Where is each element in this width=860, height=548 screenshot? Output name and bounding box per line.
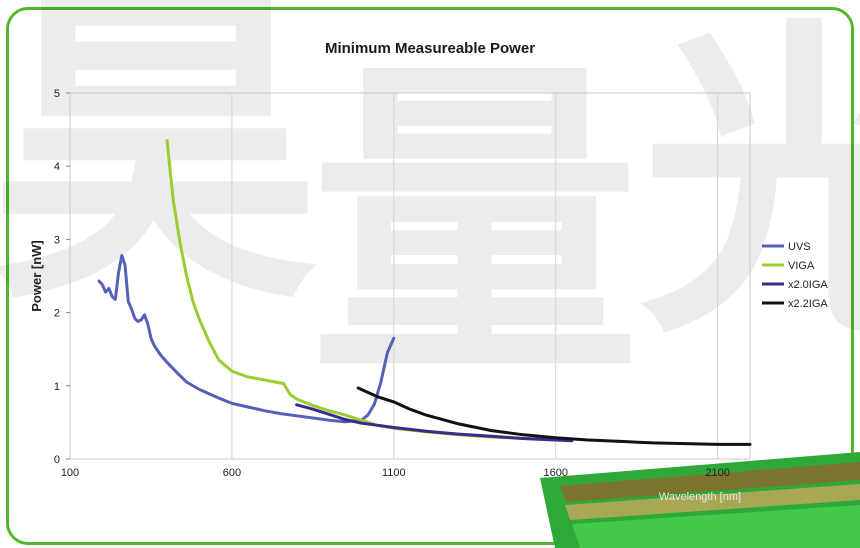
- series-line-x2-2iga: [356, 386, 752, 446]
- legend: UVS VIGA x2.0IGA x2.2IGA: [762, 241, 828, 310]
- y-tick-label: 1: [54, 381, 60, 393]
- watermark: 昊 量 光: [0, 0, 860, 418]
- x-tick-label: 100: [61, 467, 79, 479]
- legend-label: x2.0IGA: [788, 279, 828, 291]
- series-group: [97, 139, 752, 446]
- y-tick-label: 3: [54, 234, 60, 246]
- legend-label: x2.2IGA: [788, 298, 828, 310]
- chart-frame: [6, 7, 854, 545]
- x-tick-label: 1100: [382, 467, 406, 479]
- grid: [231, 93, 719, 459]
- series-line-uvs: [97, 254, 396, 424]
- axes: 100 600 1100 1600 2100 0 1 2 3 4 5: [54, 88, 730, 479]
- x-tick-label: 600: [223, 467, 241, 479]
- x-tick-label: 1600: [543, 467, 567, 479]
- x-tick-label: 2100: [705, 467, 729, 479]
- x-axis-label: Wavelength [nm]: [659, 491, 741, 503]
- series-line-x2-0iga: [295, 403, 574, 443]
- watermark-char-2: 量: [310, 34, 640, 418]
- y-tick-label: 4: [54, 161, 60, 173]
- legend-label: VIGA: [788, 260, 815, 272]
- y-tick-label: 5: [54, 88, 60, 100]
- y-axis-label: Power [nW]: [29, 240, 44, 312]
- banner-gold-band: [560, 462, 860, 502]
- banner-green-band-2: [572, 505, 860, 548]
- legend-label: UVS: [788, 241, 811, 253]
- banner-gold-band-2: [565, 484, 860, 520]
- plot-area: [69, 92, 751, 460]
- decorative-banner: [540, 452, 860, 548]
- chart-title: Minimum Measureable Power: [325, 40, 535, 57]
- watermark-char-1: 昊: [0, 0, 320, 343]
- y-tick-label: 2: [54, 308, 60, 320]
- y-tick-label: 0: [54, 454, 60, 466]
